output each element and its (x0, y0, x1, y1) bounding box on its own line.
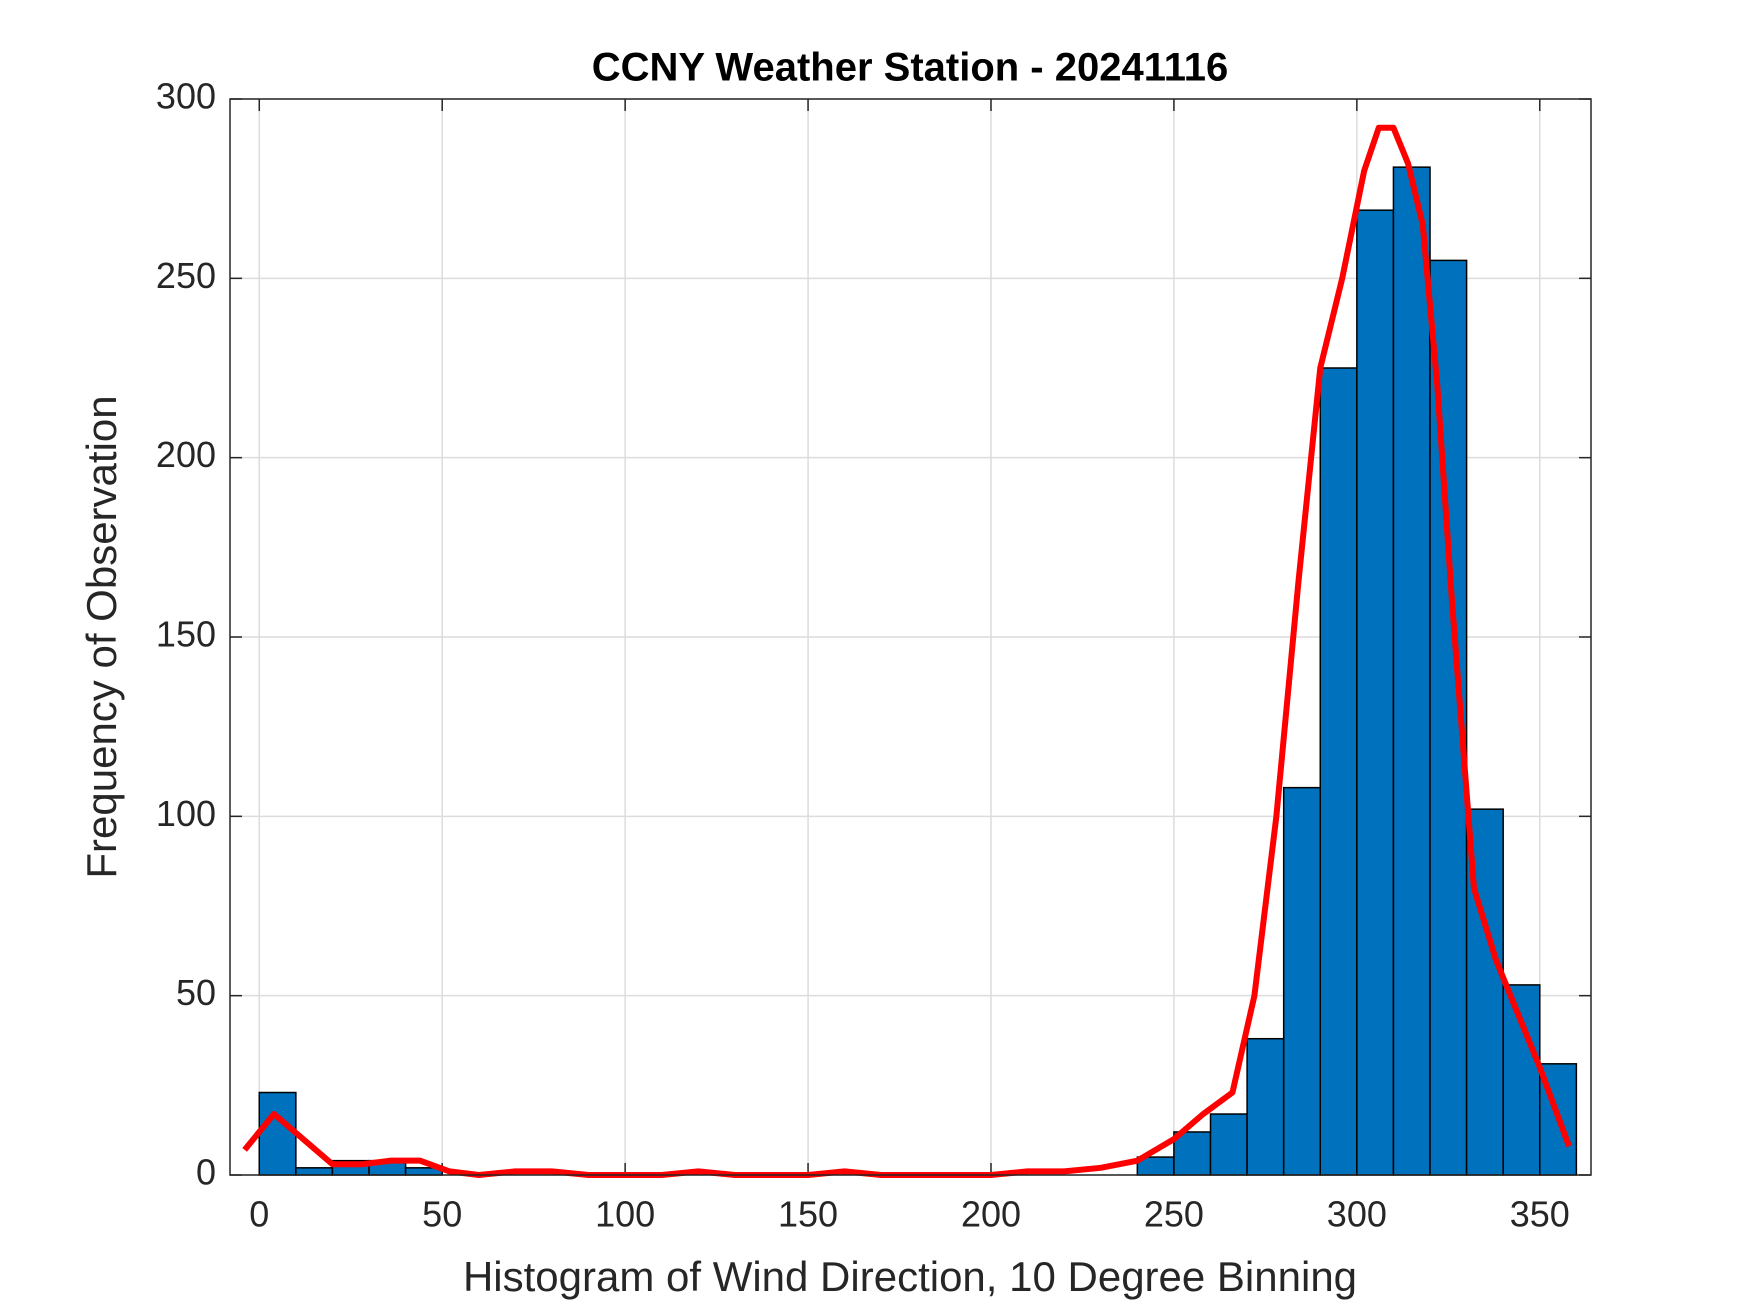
bar (1319, 367, 1358, 1176)
x-tick-label: 200 (961, 1194, 1021, 1235)
y-tick-label: 300 (156, 76, 216, 117)
y-tick-label: 100 (156, 793, 216, 834)
x-tick-label: 100 (595, 1194, 655, 1235)
y-axis-label: Frequency of Observation (78, 395, 125, 878)
bar (1502, 984, 1541, 1176)
bar (295, 1167, 334, 1176)
x-tick-label: 300 (1327, 1194, 1387, 1235)
plot-frame (229, 98, 1592, 1176)
x-tick-label: 150 (778, 1194, 838, 1235)
bar (1209, 1113, 1248, 1176)
y-tick-label: 50 (176, 972, 216, 1013)
chart-title: CCNY Weather Station - 20241116 (592, 46, 1229, 90)
bar (1173, 1131, 1212, 1176)
bar (1356, 209, 1395, 1176)
x-tick-label: 50 (422, 1194, 462, 1235)
x-tick-label: 250 (1144, 1194, 1204, 1235)
y-tick-label: 250 (156, 255, 216, 296)
y-tick-label: 200 (156, 434, 216, 475)
bar (1392, 166, 1431, 1176)
bar (258, 1091, 297, 1176)
x-tick-label: 350 (1510, 1194, 1570, 1235)
y-tick-label: 150 (156, 614, 216, 655)
y-tick-label: 0 (196, 1152, 216, 1193)
bar (1282, 786, 1322, 1176)
density-line (242, 124, 1572, 1178)
bar (1246, 1037, 1285, 1176)
x-axis-label: Histogram of Wind Direction, 10 Degree B… (463, 1253, 1357, 1300)
x-tick-label: 0 (249, 1194, 269, 1235)
